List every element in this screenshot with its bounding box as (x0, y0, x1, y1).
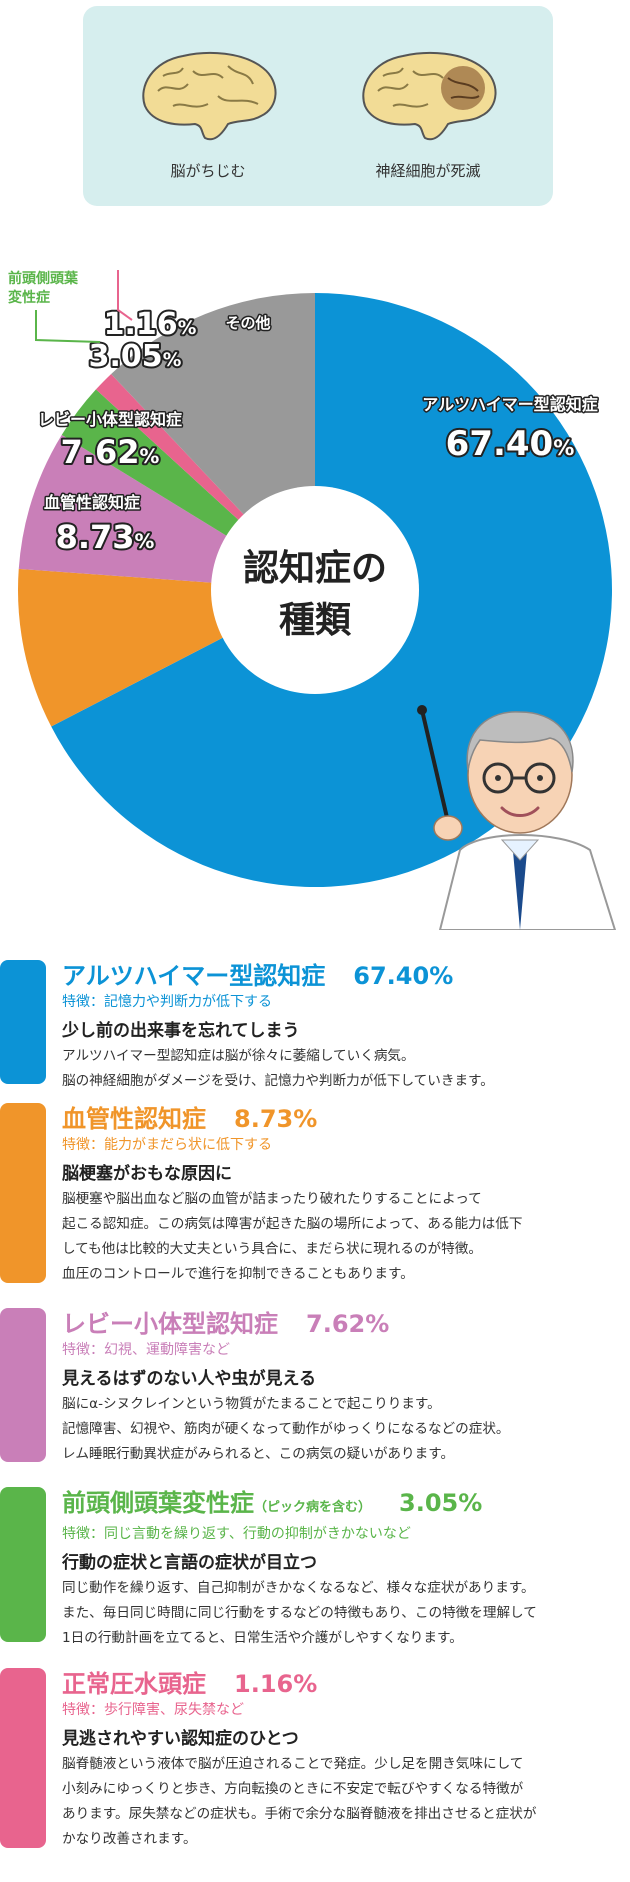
slice-label-vascular: 血管性認知症 (44, 493, 140, 512)
neuron-death-brain-icon (362, 51, 497, 141)
card-percent: 3.05% (399, 1489, 483, 1517)
card-title-text: レビー小体型認知症 (62, 1310, 278, 1338)
slice-value-lewy: 7.62% (61, 433, 160, 471)
pie-center-hole (211, 486, 419, 694)
card-feature: 特徴：記憶力や判断力が低下する (62, 994, 272, 1010)
pie-center-label: 認知症の (243, 548, 387, 589)
card-desc-line: 記憶障害、幻視や、筋肉が硬くなって動作がゆっくりになるなどの症状。 (62, 1421, 510, 1437)
card-desc-line: かなり改善されます。 (62, 1831, 197, 1847)
card-desc-line: また、毎日同じ時間に同じ行動をするなどの特徴もあり、この特徴を理解して (62, 1605, 537, 1621)
card-color-bar (0, 1487, 46, 1642)
doctor-illustration (417, 705, 617, 930)
card-heading: 見えるはずのない人や虫が見える (62, 1369, 316, 1389)
card-desc-line: 血圧のコントロールで進行を抑制できることもあります。 (62, 1266, 414, 1282)
card-title-text: 正常圧水頭症 (62, 1670, 206, 1698)
card-title: 血管性認知症 8.73% (62, 1103, 624, 1135)
card-desc-line: あります。尿失禁などの症状も。手術で余分な脳脊髄液を排出させると症状が (62, 1806, 537, 1822)
shrunken-brain-icon (142, 51, 277, 141)
card-desc-line: しても他は比較的大丈夫という具合に、まだら状に現れるのが特徴。 (62, 1241, 482, 1257)
card-percent: 7.62% (306, 1310, 390, 1338)
card-color-bar (0, 1103, 46, 1283)
card-desc-line: 脳にα-シヌクレインという物質がたまることで起こりります。 (62, 1396, 441, 1412)
slice-label-frontotemporal-line2: 変性症 (8, 289, 50, 306)
card-heading: 少し前の出来事を忘れてしまう (62, 1021, 300, 1041)
card-title: 正常圧水頭症 1.16% (62, 1668, 624, 1700)
slice-label-frontotemporal-line1: 前頭側頭葉 (8, 270, 79, 287)
card-nph: 正常圧水頭症 1.16% 特徴：歩行障害、尿失禁など 見逃されやすい認知症のひとつ… (0, 1668, 630, 1848)
card-desc-line: 同じ動作を繰り返す、自己抑制がきかなくなるなど、様々な症状があります。 (62, 1580, 535, 1596)
card-desc-line: 1日の行動計画を立てると、日常生活や介護がしやすくなります。 (62, 1630, 463, 1646)
slice-label-other: その他 (225, 314, 270, 332)
card-color-bar (0, 1668, 46, 1848)
slice-value-nph: 1.16% (104, 307, 197, 342)
card-alzheimer: アルツハイマー型認知症 67.40% 特徴：記憶力や判断力が低下する 少し前の出来… (0, 960, 630, 1089)
card-feature: 特徴：歩行障害、尿失禁など (62, 1702, 244, 1718)
card-title-text: 血管性認知症 (62, 1105, 206, 1133)
card-title-text: 前頭側頭葉変性症 (62, 1489, 254, 1517)
brain-illustration-panel: 脳がちじむ 神経細胞が死滅 (83, 6, 553, 206)
brain-caption-neuron-death: 神経細胞が死滅 (375, 162, 481, 180)
card-title-note: （ピック病を含む） (254, 1500, 372, 1515)
card-feature: 特徴：幻視、運動障害など (62, 1342, 230, 1358)
slice-value-alzheimer: 67.40% (446, 424, 575, 464)
card-desc-line: 起こる認知症。この病気は障害が起きた脳の場所によって、ある能力は低下 (62, 1216, 523, 1232)
card-desc-line: 脳脊髄液という液体で脳が圧迫されることで発症。少し足を開き気味にして (62, 1756, 524, 1772)
card-heading: 見逃されやすい認知症のひとつ (62, 1729, 299, 1749)
card-feature: 特徴：能力がまだら状に低下する (62, 1137, 272, 1153)
card-heading: 行動の症状と言語の症状が目立つ (62, 1553, 317, 1573)
slice-label-alzheimer: アルツハイマー型認知症 (422, 395, 598, 414)
card-title: アルツハイマー型認知症 67.40% (62, 960, 624, 992)
card-title: 前頭側頭葉変性症（ピック病を含む） 3.05% (62, 1487, 624, 1524)
card-percent: 67.40% (353, 962, 454, 990)
card-desc-line: 脳梗塞や脳出血など脳の血管が詰まったり破れたりすることによって (62, 1191, 482, 1207)
card-title-text: アルツハイマー型認知症 (62, 962, 326, 990)
card-percent: 1.16% (234, 1670, 318, 1698)
card-desc-line: 脳の神経細胞がダメージを受け、記憶力や判断力が低下していきます。 (62, 1073, 494, 1089)
card-feature: 特徴：同じ言動を繰り返す、行動の抑制がきかないなど (62, 1526, 411, 1542)
card-desc-line: アルツハイマー型認知症は脳が徐々に萎縮していく病気。 (62, 1048, 415, 1064)
slice-label-lewy: レビー小体型認知症 (38, 410, 182, 429)
leader-line-nph (117, 250, 133, 321)
pie-center-label: 種類 (279, 600, 352, 641)
card-title: レビー小体型認知症 7.62% (62, 1308, 624, 1340)
leader-line-frontotemporal (35, 310, 101, 343)
brain-caption-shrink: 脳がちじむ (170, 162, 246, 180)
card-desc-line: レム睡眠行動異状症がみられると、この病気の疑いがあります。 (62, 1446, 455, 1462)
card-color-bar (0, 1308, 46, 1462)
card-vascular: 血管性認知症 8.73% 特徴：能力がまだら状に低下する 脳梗塞がおもな原因に 脳… (0, 1103, 630, 1283)
card-percent: 8.73% (234, 1105, 318, 1133)
card-lewy-body: レビー小体型認知症 7.62% 特徴：幻視、運動障害など 見えるはずのない人や虫が… (0, 1308, 630, 1462)
card-desc-line: 小刻みにゆっくりと歩き、方向転換のときに不安定で転びやすくなる特徴が (62, 1781, 524, 1797)
card-heading: 脳梗塞がおもな原因に (62, 1164, 232, 1184)
card-frontotemporal: 前頭側頭葉変性症（ピック病を含む） 3.05% 特徴：同じ言動を繰り返す、行動の抑… (0, 1487, 630, 1646)
card-color-bar (0, 960, 46, 1084)
